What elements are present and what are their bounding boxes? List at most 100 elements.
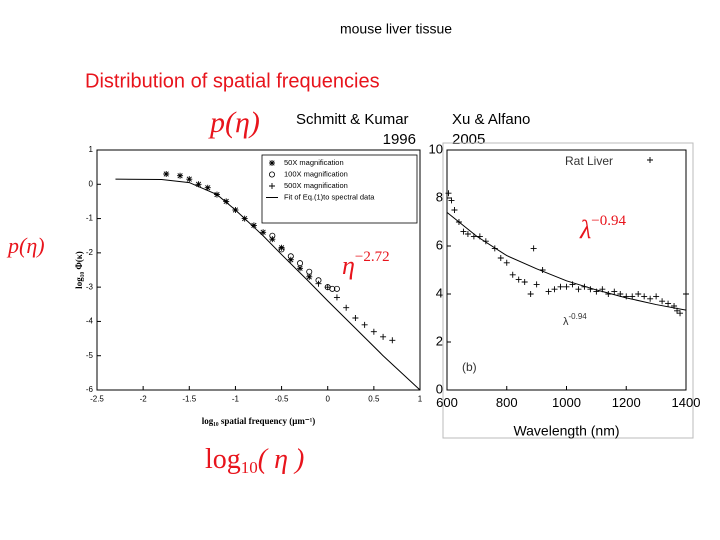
point (611, 288, 618, 295)
x-tick-label: 0 (325, 394, 330, 403)
legend-swatch (269, 183, 275, 189)
annotation: λ-0.94 (563, 312, 587, 328)
power-exponent: −2.72 (355, 249, 390, 265)
point (297, 260, 304, 267)
point (665, 300, 672, 307)
point (623, 293, 630, 300)
point (343, 304, 350, 311)
point (527, 291, 534, 297)
point (530, 245, 537, 252)
point (557, 283, 564, 290)
fit-line (446, 212, 687, 311)
legend-label: Fit of Eq.(1)to spectral data (284, 192, 375, 201)
point (389, 337, 396, 344)
point (333, 294, 340, 301)
point (361, 321, 368, 328)
plot-frame (96, 149, 421, 391)
point (683, 291, 689, 297)
y-tick-label: -1 (86, 214, 94, 223)
point (186, 176, 193, 183)
point (269, 236, 276, 243)
y-tick-label: 6 (436, 237, 443, 252)
x-tick-label: 1 (418, 394, 423, 403)
point (509, 271, 516, 278)
point (533, 281, 540, 288)
point (575, 286, 582, 293)
x-tick-label: 600 (436, 395, 458, 410)
point (445, 190, 452, 197)
power-label: λ−0.94 (579, 213, 626, 244)
point (503, 259, 510, 266)
legend-swatch (269, 160, 275, 166)
x-tick-label: 1000 (552, 395, 581, 410)
x-tick-label: -1 (232, 394, 240, 403)
legend-label: Rat Liver (565, 154, 613, 168)
legend-swatch (647, 157, 653, 163)
power-label: η−2.72 (342, 249, 390, 280)
point (287, 256, 294, 263)
x-tick-label: 1400 (672, 395, 701, 410)
ref-year: 2005 (452, 131, 485, 148)
log-eta-label: log10( η ) (205, 444, 304, 476)
log-sub: 10 (241, 458, 258, 477)
log-base: log (205, 444, 241, 475)
x-tick-label: -1.5 (182, 394, 196, 403)
slide-subtitle: mouse liver tissue (340, 21, 452, 37)
point (333, 285, 340, 292)
point (163, 171, 170, 177)
fit-line (115, 178, 421, 391)
point (260, 229, 267, 236)
point (269, 232, 276, 239)
y-tick-label: -2 (86, 248, 94, 257)
y-tick-label: -6 (86, 385, 94, 394)
point (497, 255, 504, 261)
legend-swatch (268, 171, 275, 178)
point (677, 310, 684, 317)
point (647, 295, 654, 302)
y-tick-label: -5 (86, 351, 94, 360)
point (464, 231, 471, 237)
ref-name: Schmitt & Kumar (296, 111, 409, 128)
point (352, 315, 359, 321)
point (551, 286, 558, 293)
point (306, 273, 313, 280)
point (278, 244, 285, 251)
y-tick-label: -4 (86, 317, 94, 326)
x-axis-label: log₁₀ spatial frequency (μm⁻¹) (202, 416, 316, 426)
y-tick-label: 4 (436, 285, 443, 300)
point (521, 279, 528, 285)
x-tick-label: 1200 (612, 395, 641, 410)
y-tick-label: -3 (86, 282, 94, 291)
point (451, 207, 458, 213)
y-tick-label: 10 (429, 141, 443, 156)
y-tick-label: 0 (436, 381, 443, 396)
point (629, 293, 636, 300)
point (287, 253, 294, 260)
point (223, 198, 230, 205)
point (177, 172, 184, 179)
power-exponent: −0.94 (591, 213, 626, 229)
y-axis-label: log₁₀ Φ(κ) (74, 251, 84, 289)
point (250, 222, 257, 229)
point (315, 280, 322, 287)
x-tick-label: -2.5 (90, 394, 104, 403)
plot-frame (446, 149, 687, 391)
x-tick-label: -2 (140, 394, 148, 403)
point (380, 333, 387, 340)
power-base: η (342, 251, 355, 280)
point (641, 293, 648, 300)
point (370, 328, 377, 335)
x-tick-label: 800 (496, 395, 518, 410)
legend-box (261, 154, 418, 224)
log-rest: ( η ) (258, 444, 305, 475)
y-tick-label: 8 (436, 189, 443, 204)
point (545, 288, 552, 295)
point (653, 293, 660, 300)
point (306, 268, 313, 275)
point (515, 276, 522, 283)
point (448, 197, 455, 204)
p-eta-top: p(η) (208, 106, 260, 139)
legend-label: 100X magnification (284, 169, 348, 178)
